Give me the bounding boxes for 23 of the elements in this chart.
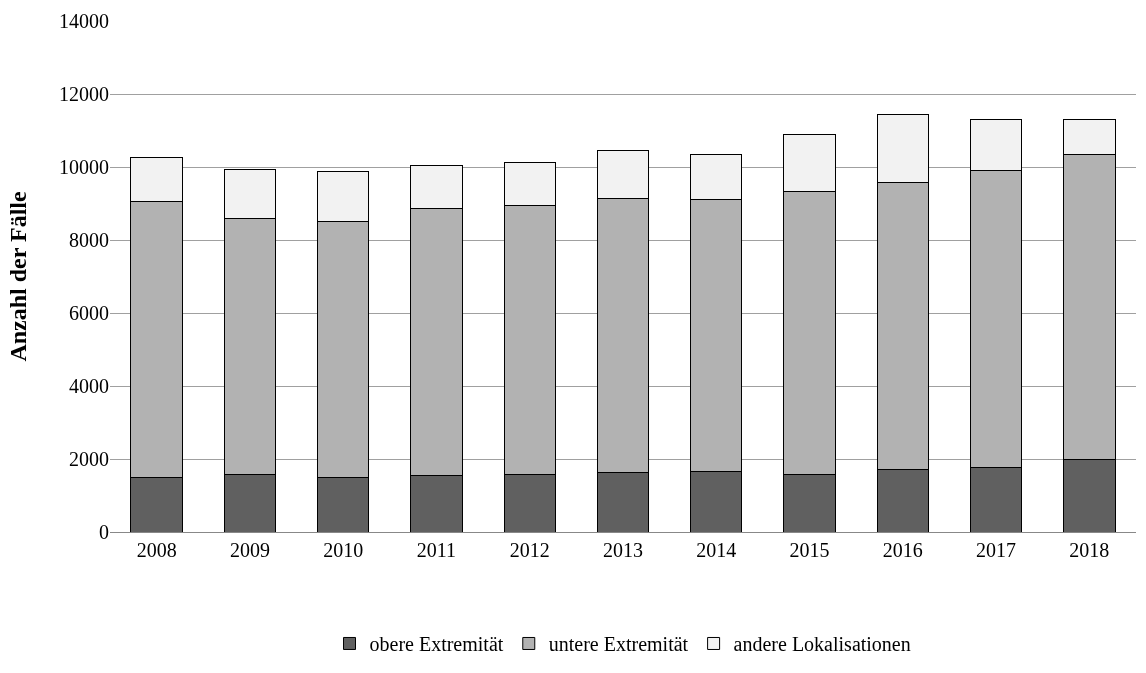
x-tick-label: 2011 bbox=[416, 539, 457, 561]
legend-label: obere Extremität bbox=[369, 633, 504, 656]
x-tick-label: 2012 bbox=[509, 539, 550, 561]
y-tick-label: 2000 bbox=[69, 448, 109, 470]
x-tick-label: 2010 bbox=[323, 539, 364, 561]
x-tick-label: 2013 bbox=[603, 539, 643, 561]
y-tick-label: 0 bbox=[99, 521, 109, 543]
y-tick-label: 4000 bbox=[69, 375, 109, 397]
y-tick-label: 14000 bbox=[59, 10, 109, 32]
x-tick-label: 2014 bbox=[696, 539, 737, 561]
x-tick-label: 2016 bbox=[882, 539, 923, 561]
y-tick-label: 8000 bbox=[69, 229, 109, 251]
y-tick-label: 12000 bbox=[59, 83, 109, 105]
y-axis-title: Anzahl der Fälle bbox=[5, 191, 32, 362]
legend-label: untere Extremität bbox=[548, 633, 689, 656]
x-tick-label: 2008 bbox=[136, 539, 177, 561]
x-tick-label: 2017 bbox=[976, 539, 1017, 561]
y-tick-label: 6000 bbox=[69, 302, 109, 324]
legend-label: andere Lokalisationen bbox=[733, 633, 911, 656]
y-tick-label: 10000 bbox=[59, 156, 109, 178]
x-tick-label: 2015 bbox=[789, 539, 830, 561]
x-tick-label: 2009 bbox=[229, 539, 270, 561]
x-tick-label: 2018 bbox=[1069, 539, 1110, 561]
